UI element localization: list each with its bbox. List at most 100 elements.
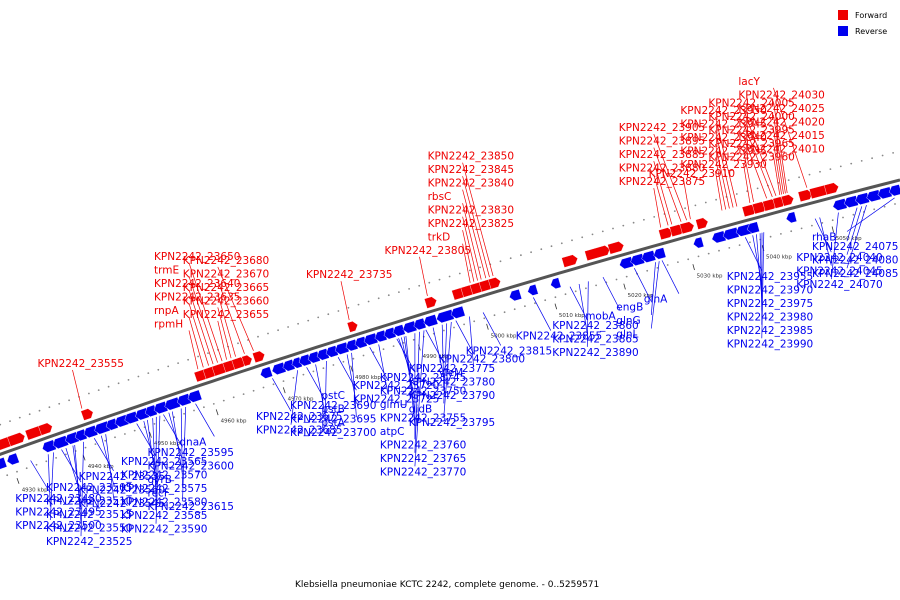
track-dot [398, 291, 400, 293]
track-dot [574, 290, 577, 293]
gene-label: KPN2242_24000 [708, 111, 794, 123]
leader-line [147, 419, 157, 484]
track-dot [842, 216, 844, 219]
track-dot [282, 380, 285, 382]
gene-label: KPN2242_23995 [708, 124, 794, 136]
track-dot [581, 236, 584, 239]
track-dot [718, 249, 720, 252]
scale-tick [486, 323, 489, 330]
track-dot [88, 392, 90, 395]
leader-line [74, 444, 82, 523]
track-dot [871, 157, 873, 160]
reverse-gene [746, 221, 760, 234]
leader-line [462, 162, 494, 277]
leader-line [586, 281, 589, 347]
outer-dotted-track [0, 152, 894, 426]
reverse-gene [354, 336, 368, 349]
scale-tick-label: 4990 kbp [423, 354, 449, 360]
track-dot [554, 296, 557, 299]
leader-line [819, 217, 832, 266]
track-dot [327, 313, 330, 316]
gene-label: KPN2242_23980 [727, 311, 813, 323]
gene-label: trmE [154, 264, 179, 276]
leader-line [105, 434, 114, 498]
gene-label: KPN2242_23850 [428, 151, 514, 163]
leader-line [168, 412, 183, 461]
track-dot [187, 358, 190, 361]
track-dot [513, 308, 516, 311]
track-dot [687, 258, 690, 261]
forward-gene [252, 350, 265, 364]
leader-line [30, 460, 51, 494]
track-dot [104, 439, 107, 442]
leader-line [401, 337, 416, 399]
scale-tick-label: 5030 kbp [697, 274, 723, 280]
gene-label: dnaA [179, 436, 207, 448]
gene-label: KPN2242_23545 [79, 498, 165, 510]
gene-label: KPN2242_23560 [79, 484, 165, 496]
track-dot [337, 310, 340, 312]
track-dot [453, 326, 455, 329]
gene-label: KPN2242_23800 [439, 354, 525, 366]
track-dot [173, 416, 176, 419]
reverse-gene [785, 211, 798, 224]
reverse-gene [527, 284, 539, 296]
leader-line [195, 403, 215, 437]
leader-line [182, 406, 187, 502]
gene-label: KPN2242_23735 [306, 269, 392, 281]
track-dot [632, 221, 635, 224]
gene-label: KPN2242_23940 [680, 132, 766, 144]
track-dot [292, 376, 295, 379]
scale-tick [149, 431, 152, 438]
reverse-gene [260, 366, 273, 379]
gene-label: glnG [616, 315, 640, 327]
track-dot [252, 389, 255, 392]
gene-label: KPN2242_23565 [121, 456, 207, 468]
track-dot [307, 319, 310, 322]
reverse-gene [298, 353, 312, 367]
leader-line [405, 335, 416, 426]
leader-line [846, 197, 895, 232]
gene-label: gidB [409, 403, 432, 415]
leader-line [396, 338, 416, 372]
reverse-gene [888, 184, 900, 197]
track-dot [615, 278, 618, 281]
leader-line [715, 144, 730, 209]
leader-line [419, 256, 428, 296]
forward-genes [0, 182, 839, 451]
gene-label: KPN2242_23755 [380, 412, 466, 424]
track-dot [387, 294, 390, 297]
track-dot [412, 338, 415, 341]
track-dot [790, 230, 793, 233]
leader-line [761, 232, 765, 339]
leader-line [715, 157, 727, 210]
leader-line [653, 161, 673, 225]
gene-label: KPN2242_23500 [15, 520, 101, 532]
track-dot [84, 446, 87, 449]
gene-label: glnA [644, 294, 668, 306]
track-dot [483, 317, 486, 320]
leader-line [846, 207, 858, 242]
track-dot [312, 370, 315, 373]
reverse-gene [316, 348, 330, 361]
track-dot [534, 302, 536, 305]
track-dot [347, 306, 350, 309]
legend: Forward Reverse [838, 10, 887, 36]
gene-label: KPN2242_23640 [154, 278, 240, 290]
forward-gene [424, 296, 437, 309]
leader-line [578, 283, 588, 334]
reverse-gene [641, 250, 657, 263]
legend-label-forward: Forward [855, 11, 887, 20]
leader-line [462, 203, 482, 280]
forward-gene [823, 182, 839, 196]
track-dot [728, 247, 731, 249]
gene-label: KPN2242_23760 [380, 439, 466, 451]
leader-line [217, 280, 245, 354]
track-dot [653, 216, 656, 218]
track-dot [25, 467, 28, 470]
track-dot [811, 224, 813, 227]
forward-gene [80, 408, 94, 421]
gene-label: rpmH [154, 318, 183, 330]
gene-label: KPN2242_23780 [409, 376, 495, 388]
gene-label: KPN2242_23595 [148, 447, 234, 459]
